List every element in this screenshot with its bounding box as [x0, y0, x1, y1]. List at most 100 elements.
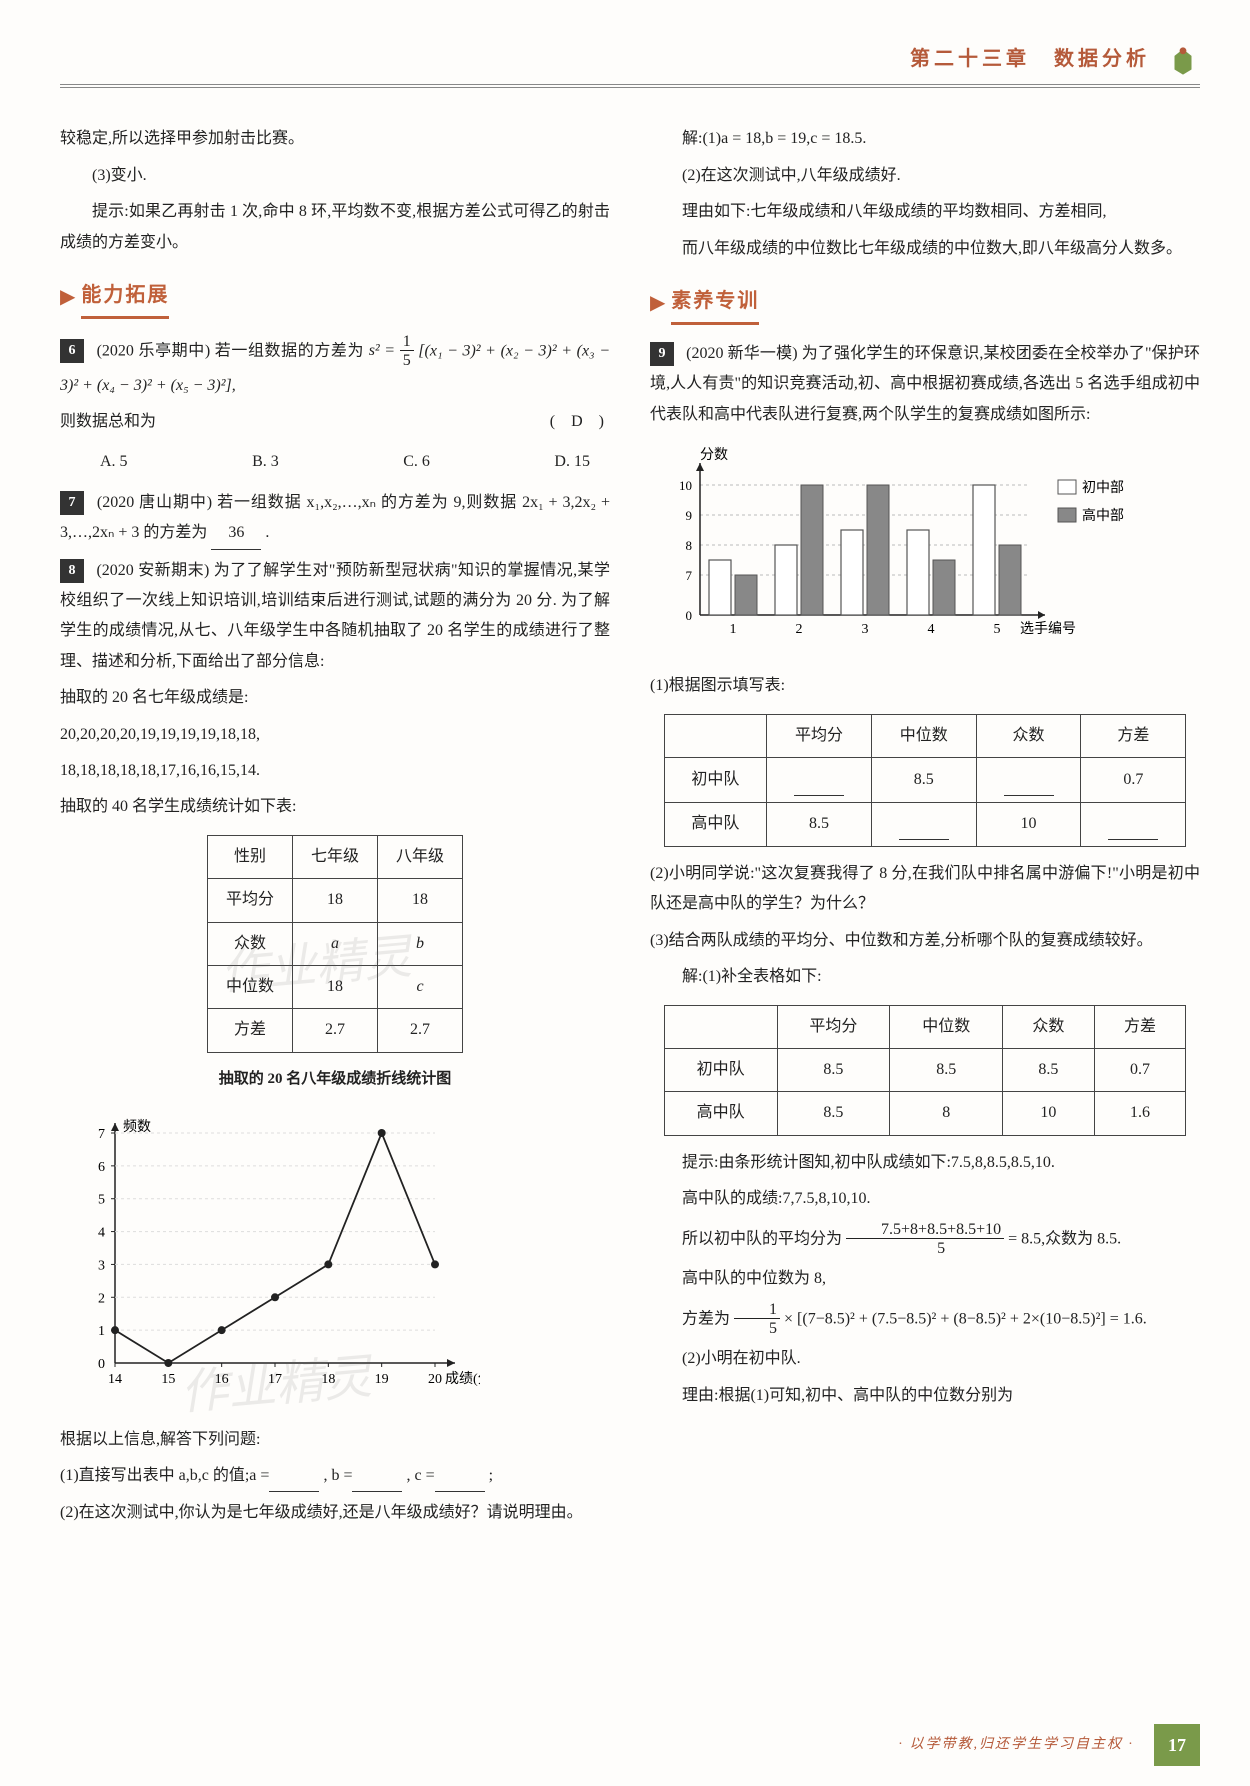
formula: s² = 15 [369, 342, 419, 359]
sub-question: (2)在这次测试中,你认为是七年级成绩好,还是八年级成绩好？请说明理由。 [60, 1498, 610, 1528]
intro-text: 较稳定,所以选择甲参加射击比赛。 [60, 124, 610, 154]
svg-text:14: 14 [108, 1372, 122, 1387]
page-root: 第二十三章 数据分析 较稳定,所以选择甲参加射击比赛。 (3)变小. 提示:如果… [0, 0, 1250, 1786]
data-values: 20,20,20,20,19,19,19,19,18,18, [60, 720, 610, 750]
sub-question: (3)结合两队成绩的平均分、中位数和方差,分析哪个队的复赛成绩较好。 [650, 926, 1200, 956]
question-9: 9 (2020 新华一模) 为了强化学生的环保意识,某校团委在全校举办了"保护环… [650, 339, 1200, 430]
svg-text:9: 9 [686, 508, 693, 523]
left-column: 较稳定,所以选择甲参加射击比赛。 (3)变小. 提示:如果乙再射击 1 次,命中… [60, 118, 610, 1534]
table-row: 平均分1818 [207, 879, 462, 922]
blank [435, 1461, 485, 1492]
data-values: 18,18,18,18,18,17,16,16,15,14. [60, 756, 610, 786]
extract-label: 抽取的 20 名七年级成绩是: [60, 683, 610, 713]
question-8: 8 (2020 安新期末) 为了了解学生对"预防新型冠状病"知识的掌握情况,某学… [60, 556, 610, 678]
svg-text:2: 2 [796, 622, 803, 637]
table-row: 平均分 中位数 众数 方差 [664, 714, 1186, 757]
svg-text:10: 10 [679, 478, 692, 493]
svg-text:成绩(分): 成绩(分) [445, 1371, 480, 1387]
bar-chart: 07891012345分数选手编号初中部高中部 [650, 440, 1200, 661]
question-6: 6 (2020 乐亭期中) 若一组数据的方差为 s² = 15 [(x₁ − 3… [60, 333, 610, 401]
solution-text: 解:(1)补全表格如下: [650, 962, 1200, 992]
prompt-text: 根据以上信息,解答下列问题: [60, 1425, 610, 1455]
svg-text:初中部: 初中部 [1082, 479, 1124, 496]
question-text: 若一组数据的方差为 [215, 342, 369, 359]
svg-text:选手编号: 选手编号 [1020, 621, 1076, 637]
fill-table: 平均分 中位数 众数 方差 初中队 8.5 0.7 高中队 8.5 10 [664, 714, 1187, 847]
blank [1108, 809, 1158, 840]
svg-text:18: 18 [321, 1372, 335, 1387]
choice-d: D. 15 [554, 447, 590, 477]
page-footer: · 以学带教,归还学生学习自主权 · 17 [60, 1724, 1200, 1766]
svg-text:7: 7 [98, 1127, 105, 1142]
section-header: ▶ 能力拓展 [60, 276, 610, 319]
sub-question: (1)根据图示填写表: [650, 671, 1200, 701]
svg-text:0: 0 [686, 608, 693, 623]
svg-text:0: 0 [98, 1357, 105, 1372]
svg-text:1: 1 [98, 1324, 105, 1339]
blank [1004, 764, 1054, 795]
blank [269, 1461, 319, 1492]
solution-text: 理由如下:七年级成绩和八年级成绩的平均数相同、方差相同, [650, 197, 1200, 227]
solution-text: 理由:根据(1)可知,初中、高中队的中位数分别为 [650, 1381, 1200, 1411]
svg-text:6: 6 [98, 1160, 105, 1175]
question-number: 9 [650, 342, 674, 366]
svg-text:4: 4 [928, 622, 935, 637]
choice-b: B. 3 [252, 447, 279, 477]
svg-text:20: 20 [428, 1372, 442, 1387]
table-row: 高中队 8.5 10 [664, 802, 1186, 846]
table-intro: 抽取的 40 名学生成绩统计如下表: [60, 792, 610, 822]
svg-text:5: 5 [98, 1193, 105, 1208]
mc-choices: A. 5 B. 3 C. 6 D. 15 [60, 443, 610, 481]
solution-text: 而八年级成绩的中位数比七年级成绩的中位数大,即八年级高分人数多。 [650, 234, 1200, 264]
right-column: 解:(1)a = 18,b = 19,c = 18.5. (2)在这次测试中,八… [650, 118, 1200, 1534]
blank-answer: 36 [211, 518, 261, 549]
section-title: 素养专训 [671, 282, 759, 325]
svg-text:3: 3 [862, 622, 869, 637]
question-text: 则数据总和为 ( D ) [60, 407, 610, 437]
svg-text:高中部: 高中部 [1082, 507, 1124, 524]
arrow-icon: ▶ [60, 278, 75, 316]
arrow-icon: ▶ [650, 284, 665, 322]
question-number: 7 [60, 491, 84, 515]
table-row: 平均分 中位数 众数 方差 [664, 1005, 1186, 1048]
section-title: 能力拓展 [81, 276, 169, 319]
svg-text:分数: 分数 [700, 447, 728, 463]
table-row: 中位数18c [207, 965, 462, 1008]
question-number: 6 [60, 339, 84, 363]
answer-table: 平均分 中位数 众数 方差 初中队8.58.58.50.7 高中队8.58101… [664, 1005, 1187, 1136]
solution-text: (2)在这次测试中,八年级成绩好. [650, 161, 1200, 191]
svg-text:4: 4 [98, 1226, 105, 1241]
table-row: 高中队8.58101.6 [664, 1092, 1186, 1135]
table-row: 众数ab [207, 922, 462, 965]
svg-text:16: 16 [215, 1372, 229, 1387]
question-7: 7 (2020 唐山期中) 若一组数据 x₁,x₂,…,xₙ 的方差为 9,则数… [60, 488, 610, 550]
intro-text: (3)变小. [60, 161, 610, 191]
solution-text: 解:(1)a = 18,b = 19,c = 18.5. [650, 124, 1200, 154]
blank [794, 764, 844, 795]
page-number: 17 [1154, 1724, 1200, 1766]
svg-text:2: 2 [98, 1291, 105, 1306]
chapter-title: 第二十三章 数据分析 [910, 48, 1150, 70]
source-tag: (2020 安新期末) [96, 562, 209, 579]
table-row: 方差2.72.7 [207, 1009, 462, 1052]
svg-text:17: 17 [268, 1372, 282, 1387]
choice-a: A. 5 [100, 447, 128, 477]
book-logo-icon [1166, 44, 1200, 78]
svg-text:19: 19 [375, 1372, 389, 1387]
mc-answer: ( D ) [550, 407, 610, 437]
svg-text:5: 5 [994, 622, 1001, 637]
line-chart: 0123456714151617181920频数成绩(分) [60, 1103, 610, 1414]
blank [352, 1461, 402, 1492]
solution-text: (2)小明在初中队. [650, 1344, 1200, 1374]
table-row: 初中队 8.5 0.7 [664, 758, 1186, 802]
svg-text:15: 15 [161, 1372, 175, 1387]
source-tag: (2020 乐亭期中) [97, 342, 211, 359]
sub-question: (1)直接写出表中 a,b,c 的值;a = , b = , c = ; [60, 1461, 610, 1492]
source-tag: (2020 唐山期中) [97, 494, 212, 511]
table-row: 初中队8.58.58.50.7 [664, 1048, 1186, 1091]
blank [899, 809, 949, 840]
hint-text: 高中队的成绩:7,7.5,8,10,10. [650, 1184, 1200, 1214]
footer-quote: · 以学带教,归还学生学习自主权 · [899, 1732, 1135, 1759]
svg-text:1: 1 [730, 622, 737, 637]
hint-text: 提示:如果乙再射击 1 次,命中 8 环,平均数不变,根据方差公式可得乙的射击成… [60, 197, 610, 258]
